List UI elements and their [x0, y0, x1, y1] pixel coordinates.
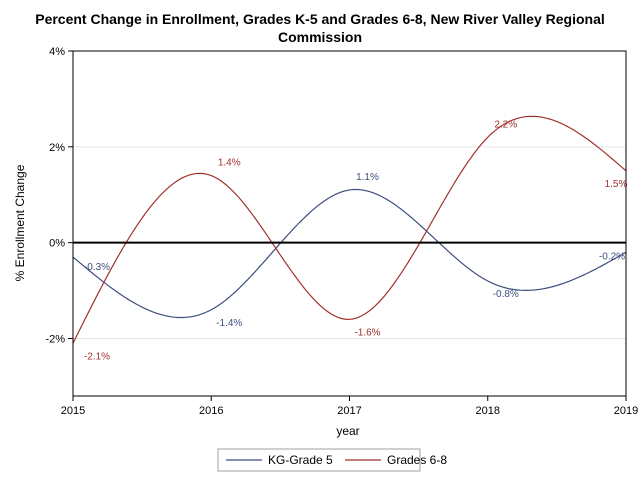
data-label: -0.2%	[599, 251, 625, 262]
gridlines	[73, 50, 626, 339]
x-tick-label: 2018	[476, 405, 500, 417]
y-axis: -2% 0% 2% 4%	[45, 46, 73, 346]
data-label: 1.5%	[605, 179, 628, 190]
data-label: 1.1%	[356, 172, 379, 183]
y-tick-label: -2%	[45, 334, 65, 346]
x-axis: 2015 2016 2017 2018 2019	[61, 396, 638, 417]
x-tick-label: 2017	[337, 405, 361, 417]
legend-frame	[217, 448, 421, 472]
series-line-0	[72, 188, 627, 319]
plot-frame	[72, 50, 627, 397]
data-labels: -0.3% -1.4% 1.1% -0.8% -0.2% -2.1% 1.4% -1.6% 2.…	[73, 119, 628, 362]
series-lines	[72, 115, 627, 344]
legend-label-kg-grade5: KG-Grade 5	[268, 453, 333, 467]
series-line-1	[72, 115, 627, 344]
data-label: -0.3%	[84, 262, 110, 273]
data-label: 1.4%	[218, 158, 241, 169]
chart-title-line2: Commission	[278, 29, 362, 45]
data-label: -1.6%	[354, 327, 380, 338]
y-tick-label: 4%	[49, 46, 65, 58]
x-tick-label: 2015	[61, 405, 85, 417]
x-axis-label: year	[336, 424, 359, 438]
legend-label-grades-6-8: Grades 6-8	[387, 453, 447, 467]
data-label: -1.4%	[216, 318, 242, 329]
y-axis-label: % Enrollment Change	[13, 164, 27, 281]
data-label: 2.2%	[494, 119, 517, 130]
x-tick-label: 2019	[614, 405, 638, 417]
y-tick-label: 0%	[49, 238, 65, 250]
x-tick-label: 2016	[199, 405, 223, 417]
chart-title-line1: Percent Change in Enrollment, Grades K-5…	[35, 11, 605, 27]
data-label: -0.8%	[493, 289, 519, 300]
y-tick-label: 2%	[49, 142, 65, 154]
legend: KG-Grade 5 Grades 6-8	[217, 448, 447, 472]
data-label: -2.1%	[84, 351, 110, 362]
